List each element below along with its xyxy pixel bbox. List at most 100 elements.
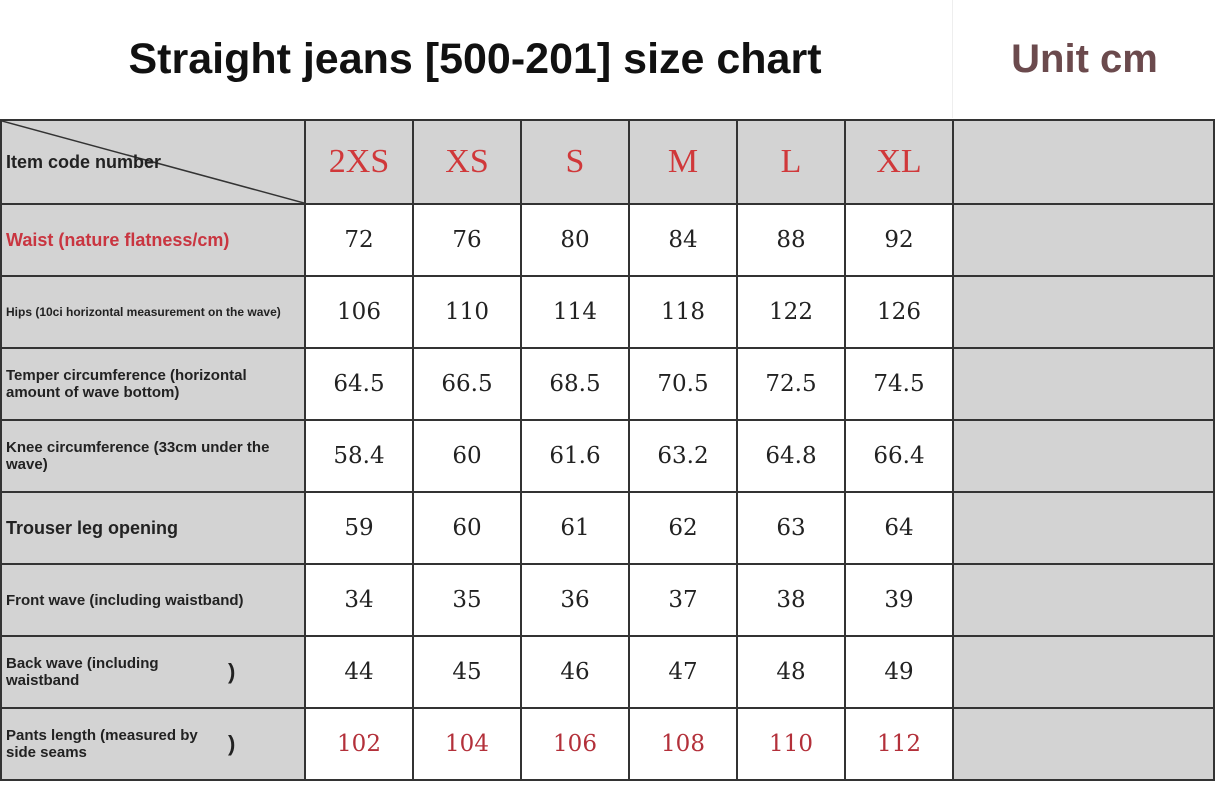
value-cell: 63.2 <box>628 419 738 493</box>
row-label-wrap: Back wave (including waistband) <box>6 655 304 689</box>
row-label: Front wave (including waistband) <box>6 591 244 609</box>
table-row: Waist (nature flatness/cm) 72 76 80 84 88 92 <box>0 203 1215 277</box>
value-cell: 106 <box>304 275 414 349</box>
value-cell: 60 <box>412 419 522 493</box>
row-label-cell: Trouser leg opening <box>0 491 306 565</box>
size-header: XL <box>844 119 954 205</box>
value-cell: 112 <box>844 707 954 781</box>
empty-cell <box>952 707 1215 781</box>
size-header: S <box>520 119 630 205</box>
row-label-cell: Waist (nature flatness/cm) <box>0 203 306 277</box>
value-cell: 80 <box>520 203 630 277</box>
value-cell: 64.5 <box>304 347 414 421</box>
page-title: Straight jeans [500-201] size chart <box>128 34 822 83</box>
row-label-wrap: Front wave (including waistband) <box>6 592 304 609</box>
value-cell: 64 <box>844 491 954 565</box>
header-label: Item code number <box>6 152 162 172</box>
value-cell: 66.5 <box>412 347 522 421</box>
size-header: M <box>628 119 738 205</box>
empty-cell <box>952 419 1215 493</box>
value-cell: 39 <box>844 563 954 637</box>
value-cell: 68.5 <box>520 347 630 421</box>
value-cell: 46 <box>520 635 630 709</box>
size-header: L <box>736 119 846 205</box>
value-cell: 84 <box>628 203 738 277</box>
value-cell: 114 <box>520 275 630 349</box>
value-cell: 118 <box>628 275 738 349</box>
diagonal-line <box>2 121 304 203</box>
row-label: Knee circumference (33cm under the wave) <box>6 439 270 473</box>
value-cell: 44 <box>304 635 414 709</box>
value-cell: 72.5 <box>736 347 846 421</box>
empty-cell <box>952 635 1215 709</box>
value-cell: 76 <box>412 203 522 277</box>
size-chart-table: Item code number 2XS XS S M L XL Waist (… <box>0 119 1215 781</box>
row-label-suffix: ) <box>228 731 236 756</box>
value-cell: 126 <box>844 275 954 349</box>
empty-cell <box>952 491 1215 565</box>
value-cell: 102 <box>304 707 414 781</box>
value-cell: 110 <box>736 707 846 781</box>
value-cell: 63 <box>736 491 846 565</box>
value-cell: 36 <box>520 563 630 637</box>
empty-cell <box>952 119 1215 205</box>
row-label-wrap: Temper circumference (horizontal amount … <box>6 367 304 401</box>
value-cell: 66.4 <box>844 419 954 493</box>
value-cell: 49 <box>844 635 954 709</box>
unit-label: Unit cm <box>952 0 1215 118</box>
header-corner-cell: Item code number <box>0 119 306 205</box>
value-cell: 59 <box>304 491 414 565</box>
row-label-suffix: ) <box>228 659 236 684</box>
empty-cell <box>952 275 1215 349</box>
value-cell: 58.4 <box>304 419 414 493</box>
value-cell: 64.8 <box>736 419 846 493</box>
value-cell: 61.6 <box>520 419 630 493</box>
value-cell: 38 <box>736 563 846 637</box>
size-header: 2XS <box>304 119 414 205</box>
value-cell: 48 <box>736 635 846 709</box>
value-cell: 35 <box>412 563 522 637</box>
row-label: Back wave (including waistband <box>6 655 159 689</box>
value-cell: 72 <box>304 203 414 277</box>
value-cell: 37 <box>628 563 738 637</box>
value-cell: 34 <box>304 563 414 637</box>
table-row: Trouser leg opening 59 60 61 62 63 64 <box>0 491 1215 565</box>
row-label-wrap: Pants length (measured by side seams) <box>6 727 304 761</box>
value-cell: 122 <box>736 275 846 349</box>
row-label-cell: Temper circumference (horizontal amount … <box>0 347 306 421</box>
row-label-wrap: Hips (10ci horizontal measurement on the… <box>6 305 304 319</box>
empty-cell <box>952 203 1215 277</box>
empty-cell <box>952 347 1215 421</box>
value-cell: 104 <box>412 707 522 781</box>
header-row: Item code number 2XS XS S M L XL <box>0 119 1215 205</box>
value-cell: 106 <box>520 707 630 781</box>
row-label-cell: Back wave (including waistband) <box>0 635 306 709</box>
row-label-wrap: Knee circumference (33cm under the wave) <box>6 439 304 473</box>
value-cell: 92 <box>844 203 954 277</box>
value-cell: 60 <box>412 491 522 565</box>
value-cell: 88 <box>736 203 846 277</box>
row-label: Temper circumference (horizontal amount … <box>6 367 247 401</box>
table-row: Knee circumference (33cm under the wave)… <box>0 419 1215 493</box>
row-label-cell: Hips (10ci horizontal measurement on the… <box>0 275 306 349</box>
size-header: XS <box>412 119 522 205</box>
row-label-cell: Knee circumference (33cm under the wave) <box>0 419 306 493</box>
row-label-wrap: Trouser leg opening <box>6 517 304 539</box>
value-cell: 108 <box>628 707 738 781</box>
empty-cell <box>952 563 1215 637</box>
row-label-cell: Pants length (measured by side seams) <box>0 707 306 781</box>
table-row: Temper circumference (horizontal amount … <box>0 347 1215 421</box>
value-cell: 62 <box>628 491 738 565</box>
row-label: Pants length (measured by side seams <box>6 727 198 761</box>
table-row: Hips (10ci horizontal measurement on the… <box>0 275 1215 349</box>
table-row: Back wave (including waistband) 44 45 46 47 4… <box>0 635 1215 709</box>
row-label: Waist (nature flatness/cm) <box>6 230 230 250</box>
row-label: Trouser leg opening <box>6 518 179 538</box>
value-cell: 47 <box>628 635 738 709</box>
row-label-wrap: Waist (nature flatness/cm) <box>6 229 304 251</box>
row-label-cell: Front wave (including waistband) <box>0 563 306 637</box>
row-label: Hips (10ci horizontal measurement on the… <box>6 305 281 319</box>
value-cell: 61 <box>520 491 630 565</box>
table-row: Pants length (measured by side seams) 102… <box>0 707 1215 781</box>
value-cell: 110 <box>412 275 522 349</box>
